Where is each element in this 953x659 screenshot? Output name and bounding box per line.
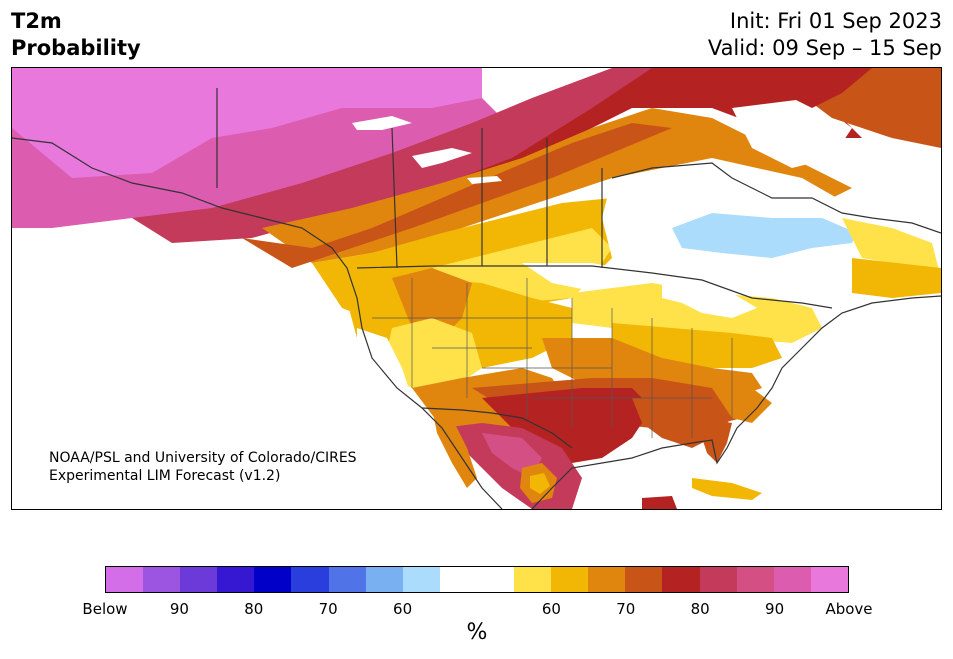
lake-athabasca [467,176,502,184]
region-se-orange [712,388,772,423]
colorbar-unit: % [466,620,488,645]
valid-range: Valid: 09 Sep – 15 Sep [707,36,942,60]
colorbar-swatch [810,567,848,592]
colorbar-tick-label: 80 [690,600,710,618]
lake-great-bear [352,116,412,130]
region-florida [702,418,732,463]
coast-alaska [12,137,503,509]
colorbar-swatch [439,567,477,592]
region-great-basin [382,318,482,388]
colorbar-swatch [476,567,515,592]
region-hudson-bay [732,98,852,168]
credit-line-2: Experimental LIM Forecast (v1.2) [49,468,281,484]
colorbar-swatch [180,567,218,592]
region-mexico-center [530,473,550,494]
colorbar-swatch [773,567,811,592]
colorbar-tick-label: Below [82,600,128,618]
colorbar-tick-label: 60 [541,600,561,618]
colorbar-swatch [402,567,440,592]
region-baja [432,408,477,488]
colorbar-tick-label: 90 [765,600,785,618]
colorbar-swatch [328,567,366,592]
region-canada-rust [242,123,672,268]
colorbar-tick-label: 70 [318,600,338,618]
lake-great-slave [412,148,472,168]
credit-line-1: NOAA/PSL and University of Colorado/CIRE… [49,450,357,466]
region-texas-red [482,388,652,463]
region-yukon [12,98,512,228]
colorbar-swatch [625,567,663,592]
colorbar-tick-label: 70 [616,600,636,618]
colorbar [105,566,849,593]
map-credit: NOAA/PSL and University of Colorado/CIRE… [49,449,357,485]
probability-map [11,67,942,510]
colorbar-swatch [736,567,774,592]
colorbar-swatch [254,567,292,592]
title-line-1: T2m [11,9,62,33]
colorbar-swatch [662,567,700,592]
colorbar-swatch [143,567,181,592]
init-date: Init: Fri 01 Sep 2023 [729,9,942,33]
colorbar-tick-label: 60 [393,600,413,618]
region-below-quebec [672,213,857,258]
region-labrador [842,218,941,278]
region-maritimes [852,258,941,298]
region-baffin-red [752,68,872,108]
forecast-dates: Init: Fri 01 Sep 2023 Valid: 09 Sep – 15… [708,8,942,62]
region-central-america [642,496,677,509]
colorbar-swatch [699,567,737,592]
colorbar-swatch [291,567,329,592]
colorbar-swatch [106,567,144,592]
colorbar-tick-label: 80 [244,600,264,618]
region-cuba [692,478,762,500]
region-canada-crimson [132,68,652,243]
colorbar-tick-label: Above [825,600,873,618]
region-california-white [357,328,412,403]
coast-hudson [611,162,941,234]
border-provinces [391,127,603,269]
colorbar-swatch [551,567,589,592]
map-title: T2m Probability [11,8,141,62]
colorbar-swatch [514,567,552,592]
colorbar-swatch [588,567,626,592]
colorbar-tick-label: 90 [169,600,189,618]
map-canvas [12,68,941,509]
title-line-2: Probability [11,36,141,60]
border-states [372,278,733,438]
border-us-canada [356,265,833,309]
border-us-mexico [421,407,573,449]
colorbar-swatch [365,567,403,592]
coast-gulf [531,295,941,509]
colorbar-swatch [217,567,255,592]
great-lakes [662,280,757,318]
